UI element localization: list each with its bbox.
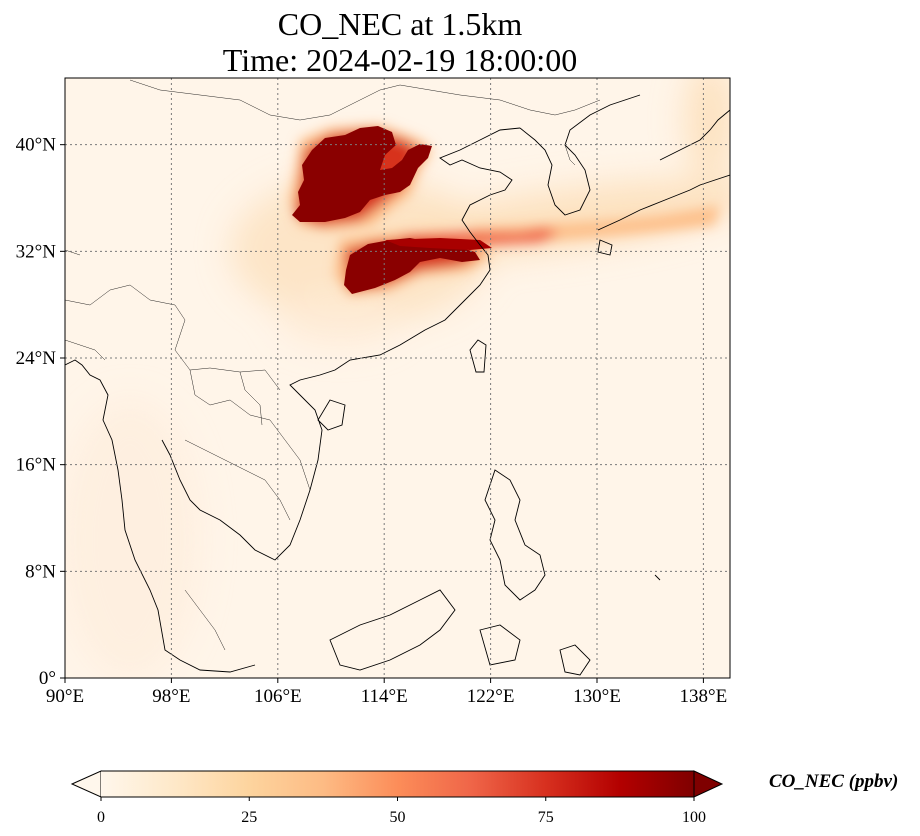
colorbar-tick-label: 25 xyxy=(241,809,257,826)
coastlines xyxy=(65,94,730,676)
lat-tick-label: 8°N xyxy=(25,561,56,582)
colorbar-tick-label: 0 xyxy=(97,809,105,826)
gridlines xyxy=(65,78,730,678)
lat-tick-label: 0° xyxy=(39,668,56,689)
lon-tick-label: 106°E xyxy=(254,686,302,707)
colorbar: 0 25 50 75 100 CO_NEC (ppbv) xyxy=(70,770,898,826)
map-subtitle-time: Time: 2024-02-19 18:00:00 xyxy=(222,42,578,78)
lat-tick-label: 16°N xyxy=(16,455,57,476)
lon-tick-label: 114°E xyxy=(361,686,408,707)
colorbar-tick-label: 100 xyxy=(682,809,706,826)
longitude-axis: 90°E 98°E 106°E 114°E 122°E 130°E 138°E xyxy=(46,678,727,707)
colorbar-tick-label: 75 xyxy=(538,809,554,826)
lon-tick-label: 130°E xyxy=(573,686,621,707)
lat-tick-label: 32°N xyxy=(16,241,57,262)
lon-tick-label: 90°E xyxy=(46,686,84,707)
latitude-axis: 0° 8°N 16°N 24°N 32°N 40°N xyxy=(16,135,65,689)
colorbar-extend-max xyxy=(693,770,724,798)
plume-max-north xyxy=(292,126,432,222)
lat-tick-label: 40°N xyxy=(16,135,57,156)
colorbar-gradient xyxy=(101,771,694,797)
map-title: CO_NEC at 1.5km xyxy=(277,6,523,42)
country-borders xyxy=(65,79,601,651)
map-frame xyxy=(64,77,731,679)
plume-band xyxy=(385,238,492,250)
colorbar-extend-min xyxy=(70,770,102,798)
lon-tick-label: 138°E xyxy=(680,686,728,707)
lat-tick-label: 24°N xyxy=(16,348,57,369)
plume-haze xyxy=(65,78,730,678)
concentration-field xyxy=(65,78,730,678)
colorbar-label: CO_NEC (ppbv) xyxy=(769,771,898,792)
colorbar-tick-label: 50 xyxy=(390,809,406,826)
lon-tick-label: 122°E xyxy=(467,686,515,707)
lon-tick-label: 98°E xyxy=(152,686,190,707)
plume-max-central xyxy=(344,238,480,294)
